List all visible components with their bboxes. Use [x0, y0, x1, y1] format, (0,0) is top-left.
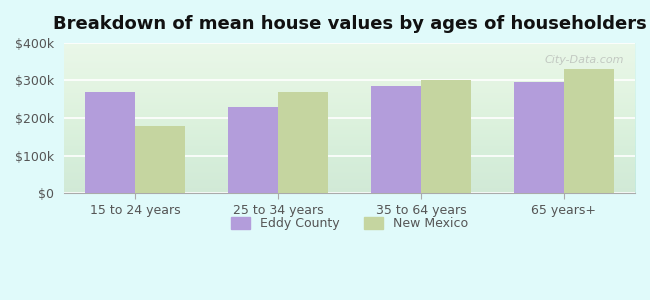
Bar: [514, 82, 564, 193]
Bar: [371, 86, 421, 193]
Bar: [278, 92, 328, 193]
Text: City-Data.com: City-Data.com: [544, 55, 623, 65]
Bar: [228, 107, 278, 193]
Bar: [421, 80, 471, 193]
Title: Breakdown of mean house values by ages of householders: Breakdown of mean house values by ages o…: [53, 15, 646, 33]
Bar: [135, 126, 185, 193]
Bar: [85, 92, 135, 193]
Legend: Eddy County, New Mexico: Eddy County, New Mexico: [226, 212, 473, 235]
Bar: [564, 69, 614, 193]
